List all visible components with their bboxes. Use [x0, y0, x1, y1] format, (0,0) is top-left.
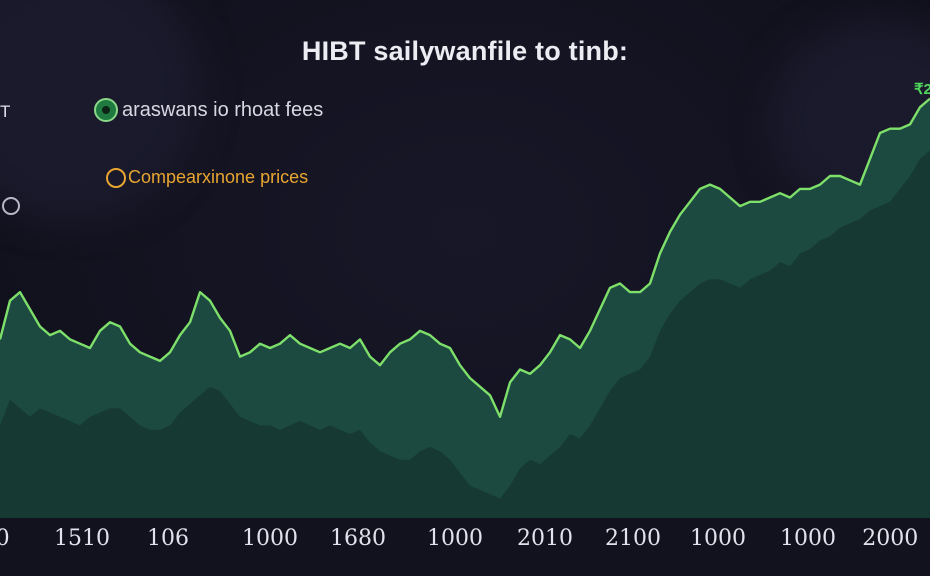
fees-line: [0, 97, 930, 418]
legend-label-prices: Compearxinone prices: [128, 167, 309, 187]
prices-area: [0, 150, 930, 520]
x-axis-band: [0, 518, 930, 576]
edge-label: T: [0, 102, 11, 121]
edge-circle-icon: [2, 197, 20, 215]
chart-title: HIBT sailywanfile to tinb:: [301, 36, 629, 66]
coin-icon: [94, 98, 118, 122]
x-tick-label: 1000: [242, 526, 298, 551]
x-tick-label: 106: [147, 526, 189, 551]
x-tick-label: 2010: [517, 526, 573, 551]
x-tick-label: 1510: [54, 526, 110, 551]
legend-item-fees[interactable]: araswans io rhoat fees: [94, 98, 323, 122]
x-tick-label: 1000: [427, 526, 483, 551]
x-tick-label: 1680: [330, 526, 386, 551]
legend-label-fees: araswans io rhoat fees: [122, 98, 324, 121]
x-tick-label: 1000: [690, 526, 746, 551]
x-axis-ticks: 00 1510 106 1000 1680 1000 2010 2100 1000 1000 200…: [0, 526, 930, 560]
x-tick-label: 2000: [862, 526, 919, 551]
x-tick-label: 00: [0, 526, 10, 551]
x-tick-label: 1000: [780, 526, 836, 551]
circle-icon: [106, 167, 126, 188]
last-value-label: ₹2: [914, 81, 930, 98]
x-tick-label: 2100: [605, 526, 661, 551]
legend-item-prices[interactable]: Compearxinone prices: [106, 167, 308, 188]
